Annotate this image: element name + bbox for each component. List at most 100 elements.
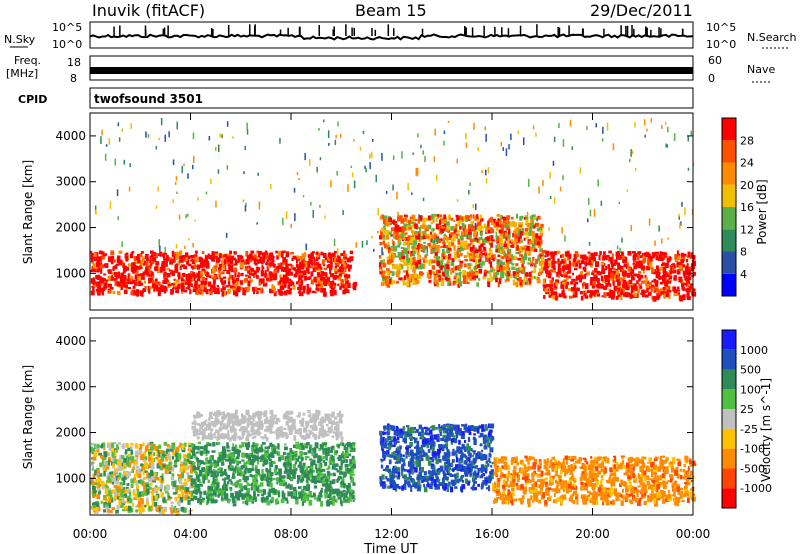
heatmap-cell [352, 464, 356, 469]
heatmap-cell [254, 443, 257, 446]
heatmap-cell [510, 239, 514, 242]
heatmap-cell [208, 443, 212, 447]
heatmap-cell [145, 261, 149, 267]
heatmap-cell [92, 270, 97, 273]
heatmap-cell [301, 477, 305, 482]
heatmap-cell [166, 443, 170, 447]
heatmap-cell [257, 468, 260, 475]
heatmap-cell [312, 433, 315, 437]
heatmap-cell [546, 269, 549, 274]
heatmap-cell [515, 263, 519, 267]
heatmap-cell [98, 287, 102, 291]
heatmap-cell [175, 509, 178, 513]
heatmap-cell [659, 281, 664, 285]
heatmap-cell [445, 255, 448, 260]
heatmap-cell [189, 475, 193, 478]
heatmap-cell [443, 242, 446, 249]
heatmap-cell [397, 238, 401, 244]
heatmap-cell [379, 235, 382, 240]
heatmap-cell [316, 474, 321, 480]
heatmap-cell [609, 277, 613, 281]
heatmap-cell [385, 221, 390, 227]
heatmap-cell [167, 492, 170, 499]
heatmap-cell [526, 245, 530, 252]
heatmap-cell [644, 290, 647, 293]
heatmap-cell [429, 270, 432, 275]
heatmap-cell [620, 294, 623, 301]
heatmap-cell [283, 250, 286, 253]
heatmap-cell [149, 250, 154, 254]
heatmap-cell [433, 281, 438, 287]
heatmap-cell [396, 268, 401, 273]
heatmap-cell [666, 144, 669, 148]
heatmap-cell [130, 458, 135, 464]
heatmap-cell [507, 235, 511, 239]
heatmap-cell [251, 273, 255, 276]
heatmap-cell [274, 465, 278, 469]
heatmap-cell [615, 270, 619, 275]
heatmap-cell [524, 246, 528, 250]
heatmap-cell [327, 451, 330, 457]
heatmap-cell [639, 286, 643, 289]
heatmap-cell [235, 493, 238, 497]
heatmap-cell [490, 267, 495, 271]
heatmap-cell [516, 278, 520, 281]
heatmap-cell [394, 255, 398, 258]
heatmap-cell [208, 465, 212, 469]
heatmap-cell [313, 479, 317, 485]
heatmap-cell [488, 247, 491, 252]
heatmap-cell [566, 276, 569, 281]
heatmap-cell [109, 201, 112, 209]
heatmap-cell [268, 262, 273, 266]
heatmap-cell [118, 250, 123, 254]
heatmap-cell [270, 254, 274, 257]
heatmap-cell [179, 466, 183, 472]
heatmap-cell [392, 184, 394, 191]
heatmap-cell [138, 480, 141, 483]
heatmap-cell [146, 484, 150, 488]
heatmap-cell [428, 259, 432, 266]
heatmap-cell [449, 281, 452, 286]
heatmap-cell [175, 485, 180, 490]
heatmap-cell [204, 468, 208, 474]
heatmap-cell [309, 446, 312, 452]
heatmap-cell [319, 444, 324, 450]
heatmap-cell [108, 500, 111, 505]
heatmap-cell [212, 278, 216, 285]
heatmap-cell [490, 276, 493, 282]
heatmap-cell [125, 278, 130, 284]
heatmap-cell [474, 257, 477, 260]
heatmap-cell [478, 237, 483, 241]
heatmap-cell [568, 288, 572, 292]
heatmap-cell [231, 495, 234, 501]
heatmap-cell [187, 454, 191, 457]
heatmap-cell [192, 495, 196, 500]
heatmap-cell [497, 218, 500, 223]
heatmap-cell [493, 223, 496, 228]
heatmap-cell [144, 254, 149, 259]
heatmap-cell [492, 218, 497, 224]
heatmap-cell [232, 136, 234, 139]
heatmap-cell [395, 235, 400, 240]
station-title: Inuvik (fitACF) [92, 1, 205, 20]
heatmap-cell [239, 471, 243, 477]
heatmap-cell [464, 263, 467, 268]
heatmap-cell [228, 281, 231, 287]
heatmap-cell [194, 219, 196, 222]
heatmap-cell [682, 287, 686, 291]
heatmap-cell [162, 509, 165, 515]
heatmap-cell [678, 262, 682, 267]
heatmap-cell [116, 189, 119, 196]
heatmap-cell [296, 281, 299, 285]
heatmap-cell [210, 274, 213, 279]
heatmap-cell [433, 259, 438, 263]
heatmap-cell [425, 253, 429, 257]
heatmap-cell [166, 257, 171, 262]
heatmap-cell [403, 225, 407, 231]
heatmap-cell [382, 270, 386, 274]
heatmap-cell [209, 495, 214, 500]
heatmap-cell [325, 485, 328, 492]
heatmap-cell [163, 257, 166, 261]
heatmap-cell [345, 459, 348, 463]
heatmap-cell [225, 472, 228, 476]
